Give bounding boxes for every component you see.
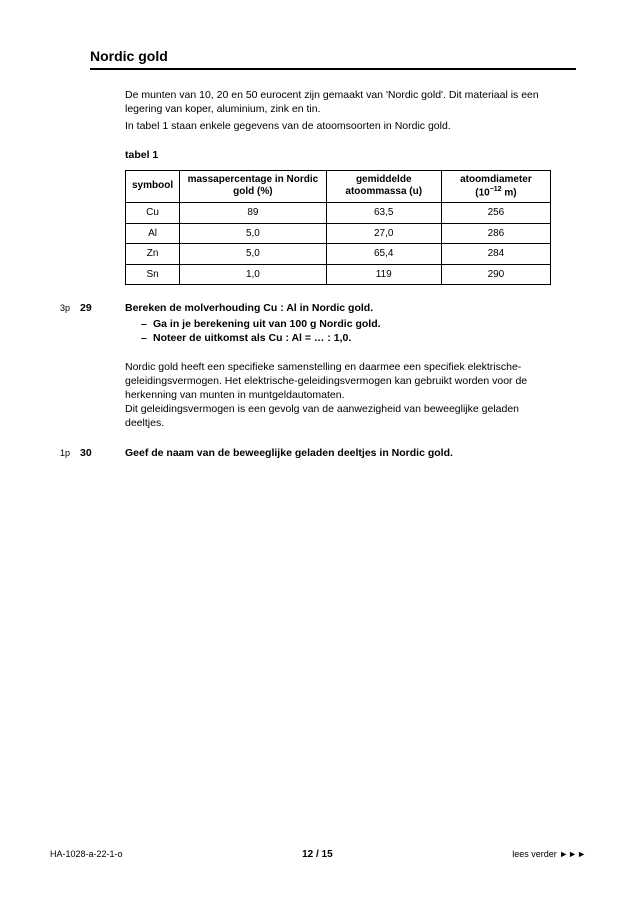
q30-points: 1p [50,446,80,460]
footer-right: lees verder ►►► [512,849,586,860]
cell: Zn [126,244,180,265]
cell: 286 [441,223,550,244]
col-symbol: symbool [126,170,180,202]
q30-body: Geef de naam van de beweeglijke geladen … [125,446,586,460]
col-atommass: gemiddelde atoommassa (u) [326,170,441,202]
table-header-row: symbool massapercentage in Nordic gold (… [126,170,551,202]
cell: 1,0 [180,264,327,285]
q29-body: Bereken de molverhouding Cu : Al in Nord… [125,301,586,346]
cell: Al [126,223,180,244]
cell: 65,4 [326,244,441,265]
page-title: Nordic gold [90,48,576,68]
title-bar: Nordic gold [90,48,576,70]
q29-lead: Bereken de molverhouding Cu : Al in Nord… [125,301,551,315]
intro-block: De munten van 10, 20 en 50 eurocent zijn… [125,88,551,285]
mid-p2: Dit geleidingsvermogen is een gevolg van… [125,402,551,430]
cell: 89 [180,203,327,224]
table-row: Sn 1,0 119 290 [126,264,551,285]
col-atomdiam: atoomdiameter (10−12 m) [441,170,550,202]
cell: Sn [126,264,180,285]
question-29: 3p 29 Bereken de molverhouding Cu : Al i… [50,301,586,346]
intro-p1: De munten van 10, 20 en 50 eurocent zijn… [125,88,551,116]
q30-lead: Geef de naam van de beweeglijke geladen … [125,446,551,460]
cell: 63,5 [326,203,441,224]
data-table: symbool massapercentage in Nordic gold (… [125,170,551,285]
cell: 284 [441,244,550,265]
cell: 119 [326,264,441,285]
cell: 256 [441,203,550,224]
table-row: Cu 89 63,5 256 [126,203,551,224]
mid-paragraph: Nordic gold heeft een specifieke samenst… [125,360,551,431]
q29-item-2: Noteer de uitkomst als Cu : Al = … : 1,0… [141,331,551,345]
q29-item-1: Ga in je berekening uit van 100 g Nordic… [141,317,551,331]
q29-list: Ga in je berekening uit van 100 g Nordic… [125,317,551,345]
cell: 27,0 [326,223,441,244]
mid-p1: Nordic gold heeft een specifieke samenst… [125,360,551,403]
footer-center: 12 / 15 [302,849,333,860]
cell: 5,0 [180,223,327,244]
table-row: Al 5,0 27,0 286 [126,223,551,244]
q29-points: 3p [50,301,80,346]
cell: 5,0 [180,244,327,265]
footer-left: HA-1028-a-22-1-o [50,849,123,860]
page-footer: HA-1028-a-22-1-o 12 / 15 lees verder ►►► [50,849,586,860]
table-label: tabel 1 [125,148,551,162]
cell: 290 [441,264,550,285]
table-row: Zn 5,0 65,4 284 [126,244,551,265]
q29-number: 29 [80,301,125,346]
cell: Cu [126,203,180,224]
intro-p2: In tabel 1 staan enkele gegevens van de … [125,119,551,133]
question-30: 1p 30 Geef de naam van de beweeglijke ge… [50,446,586,460]
title-rule-thick [90,68,576,70]
q30-number: 30 [80,446,125,460]
col-masspct: massapercentage in Nordic gold (%) [180,170,327,202]
